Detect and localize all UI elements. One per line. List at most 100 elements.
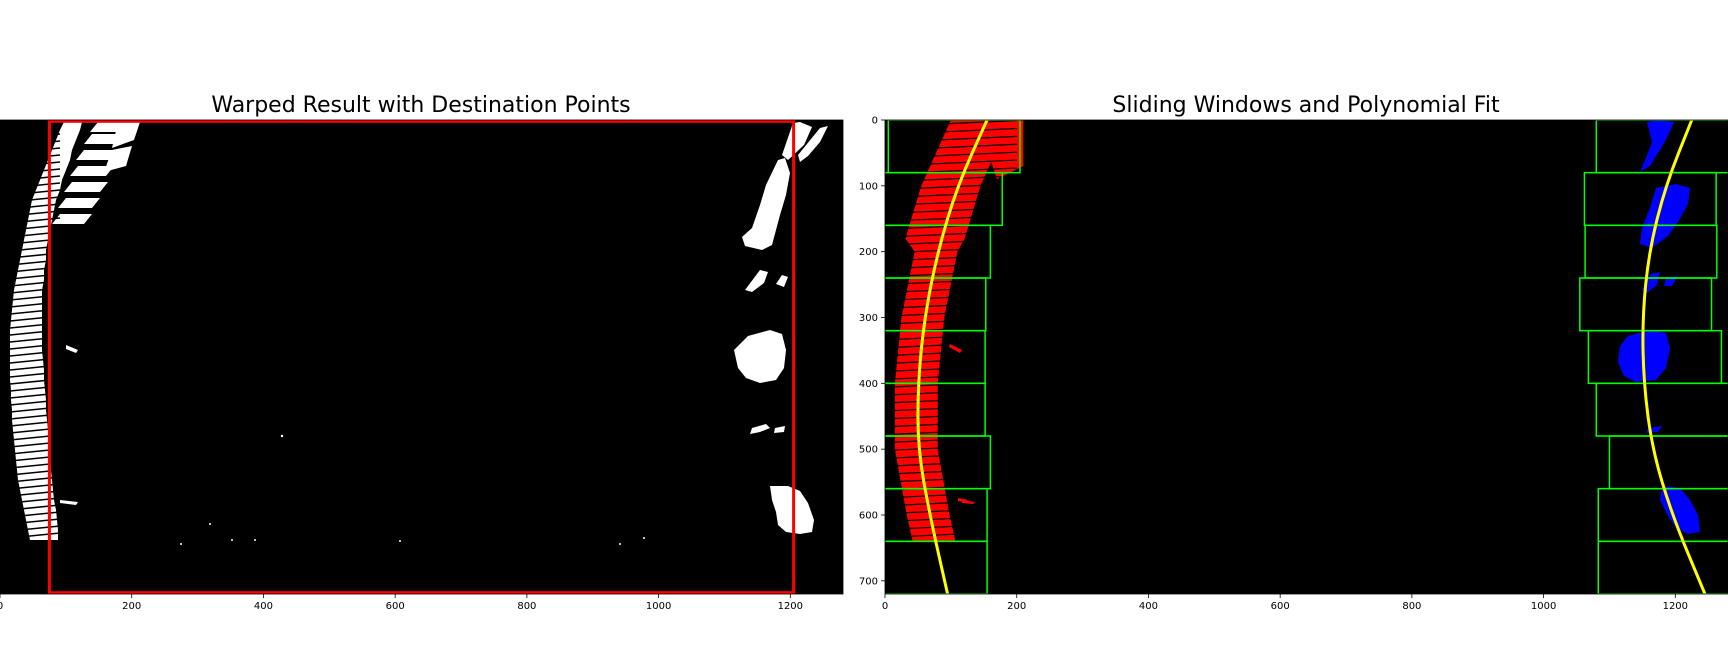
noise-speck <box>254 539 256 541</box>
x-tick-label: 600 <box>386 601 405 612</box>
lane-texture-stroke <box>885 475 1017 483</box>
lane-texture-stroke <box>885 254 1017 262</box>
left-polynomial-fit <box>916 120 989 594</box>
x-tick-label: 800 <box>517 601 536 612</box>
lane-texture-stroke <box>885 198 1017 207</box>
lane-texture-stroke <box>885 143 1017 151</box>
lane-texture-stroke <box>885 388 1017 396</box>
y-tick-label: 500 <box>859 445 878 456</box>
lane-texture-stroke <box>885 349 1017 357</box>
lane-texture-stroke <box>885 214 1017 222</box>
noise-speck <box>180 543 182 545</box>
right-lane-pixel-blob <box>1640 120 1674 172</box>
lane-texture-stroke <box>885 420 1017 428</box>
lane-texture-stroke <box>885 270 1017 278</box>
left-lane-dash <box>112 122 140 148</box>
noise-speck <box>231 539 233 541</box>
lane-texture-stroke <box>885 175 1017 183</box>
lane-texture-stroke <box>885 443 1017 452</box>
axes-frame <box>0 119 844 595</box>
left-lane-stray-pixel <box>962 500 975 504</box>
y-tick-label: 400 <box>859 379 878 390</box>
lane-texture-stroke <box>885 507 1017 515</box>
noise-speck <box>66 345 78 353</box>
right-lane-dash <box>734 330 786 383</box>
lane-texture-stroke <box>885 404 1017 412</box>
warped-result-panel: Warped Result with Destination Points <box>0 93 844 612</box>
noise-speck <box>643 537 645 539</box>
left-lane-band <box>10 122 82 540</box>
lane-texture-stroke <box>885 262 1017 270</box>
lane-texture-stroke <box>885 127 1017 136</box>
right-lane-dash <box>798 126 828 162</box>
x-tick-label: 1200 <box>778 601 803 612</box>
lane-texture-stroke <box>885 183 1017 191</box>
lane-texture-stroke <box>885 309 1017 317</box>
x-tick-label: 1000 <box>1531 601 1556 612</box>
lane-texture-stroke <box>885 246 1017 254</box>
y-tick-label: 600 <box>859 511 878 522</box>
left-lane-dash <box>70 166 114 176</box>
right-lane-dash <box>742 158 790 250</box>
x-tick-label: 800 <box>1402 601 1421 612</box>
noise-speck <box>209 523 211 525</box>
panel1-title: Warped Result with Destination Points <box>211 93 630 118</box>
left-lane-dash <box>104 146 132 172</box>
right-lane-dash <box>745 270 768 292</box>
x-tick-label: 400 <box>1139 601 1158 612</box>
lane-texture-stroke <box>885 230 1017 238</box>
y-tick-label: 700 <box>859 576 878 587</box>
lane-texture-stroke <box>885 396 1017 404</box>
lane-texture-stroke <box>885 451 1017 459</box>
lane-texture-stroke <box>885 191 1017 199</box>
x-tick-label: 1000 <box>646 601 671 612</box>
y-tick-label: 300 <box>859 313 878 324</box>
noise-speck <box>399 540 401 542</box>
left-lane-stray-pixel <box>949 344 962 353</box>
right-lane-dash <box>776 275 788 287</box>
left-lane-dash <box>52 214 92 224</box>
right-lane-dash <box>774 426 785 433</box>
destination-points-rectangle <box>47 119 796 595</box>
panel1-axes: 0 200 400 600 800 1000 1200 <box>0 119 844 612</box>
y-tick-label: 0 <box>872 116 878 127</box>
panel1-image-background <box>0 120 843 594</box>
lane-texture-stroke <box>885 285 1017 294</box>
right-polynomial-fit <box>1641 120 1707 594</box>
lane-texture-stroke <box>885 159 1017 167</box>
lane-texture-stroke <box>885 530 1017 538</box>
lane-texture-stroke <box>885 151 1017 159</box>
left-lane-pixels-chunk <box>987 120 1024 180</box>
panel1-lane-pixels <box>0 120 828 545</box>
lane-texture-stroke <box>885 222 1017 230</box>
right-lane-dash <box>750 424 770 434</box>
lane-texture-stroke <box>885 514 1017 523</box>
lane-texture-stroke <box>885 435 1017 444</box>
left-lane-dash <box>64 182 108 192</box>
lane-texture-stroke <box>885 135 1017 143</box>
noise-speck <box>60 500 78 505</box>
lane-texture-stroke <box>885 277 1017 286</box>
x-tick-label: 400 <box>254 601 273 612</box>
polynomial-fits <box>916 120 1707 594</box>
lane-texture-stroke <box>885 120 1017 128</box>
x-tick-label: 200 <box>122 601 141 612</box>
x-tick-label: 1200 <box>1663 601 1688 612</box>
lane-texture-stroke <box>885 428 1017 436</box>
noise-speck <box>280 434 284 438</box>
x-tick-label: 0 <box>882 601 888 612</box>
lane-texture-stroke <box>885 459 1017 467</box>
axes-frame <box>884 119 1728 595</box>
lane-texture-stroke <box>885 293 1017 301</box>
right-lane-pixel-blob <box>1640 184 1690 248</box>
lane-texture-stroke <box>885 372 1017 380</box>
lane-texture-stroke <box>885 467 1017 475</box>
x-tick-label: 0 <box>0 601 3 612</box>
lane-texture-stroke <box>885 333 1017 341</box>
lane-texture-stroke <box>885 356 1017 365</box>
left-lane-dash <box>58 198 100 208</box>
panel2-image-background <box>885 120 1728 594</box>
y-tick-label: 100 <box>859 181 878 192</box>
sliding-windows-panel: Sliding Windows and Polynomial Fit 0 200 4… <box>859 93 1728 612</box>
